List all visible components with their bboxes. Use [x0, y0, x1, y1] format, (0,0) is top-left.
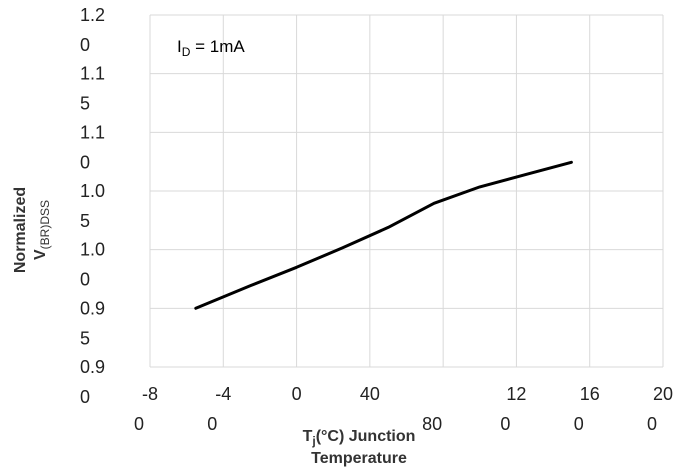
x-axis-title: Tj(°C) Junction [303, 428, 416, 448]
x-tick-label-cont: 80 [422, 414, 442, 434]
grid [149, 14, 664, 368]
x-tick-label: 0 [292, 384, 302, 404]
x-tick-label: -8 [142, 384, 158, 404]
x-axis-title-rest: (°C) Junction [316, 428, 416, 445]
x-axis-title-sub: j [311, 434, 315, 448]
y-tick-label-cont: 0 [80, 387, 90, 407]
y-tick-label-cont: 5 [80, 328, 90, 348]
annotation-sub: D [182, 45, 191, 59]
annotation-label: ID = 1mA [177, 37, 245, 59]
x-tick-label-cont: 0 [574, 414, 584, 434]
x-tick-label-cont: 0 [207, 414, 217, 434]
y-axis-title-main: V [32, 249, 49, 260]
y-axis-title-line1: Normalized [12, 187, 29, 273]
y-tick-label-cont: 0 [80, 152, 90, 172]
y-tick-label-cont: 0 [80, 35, 90, 55]
annotation-rest: = 1mA [190, 37, 245, 56]
x-tick-label-cont: 0 [647, 414, 657, 434]
y-tick-label: 1.1 [80, 122, 105, 142]
y-tick-label: 1.0 [80, 181, 105, 201]
y-tick-label: 1.0 [80, 240, 105, 260]
y-tick-label: 1.2 [80, 5, 105, 25]
y-tick-label: 0.9 [80, 298, 105, 318]
x-tick-label-cont: 0 [500, 414, 510, 434]
y-axis-title-sub: (BR)DSS [38, 200, 52, 249]
series-line [194, 160, 573, 310]
x-tick-label: 20 [653, 384, 673, 404]
x-tick-label: 12 [506, 384, 526, 404]
y-axis: 0.9 0 0.9 5 1.0 0 1.0 5 1.1 0 1.1 5 1.2 0 [80, 5, 105, 407]
plot-area [194, 160, 573, 310]
x-tick-label: 40 [360, 384, 380, 404]
y-tick-label-cont: 5 [80, 211, 90, 231]
y-tick-label: 0.9 [80, 357, 105, 377]
x-axis-title-main: T [303, 428, 313, 445]
y-tick-label: 1.1 [80, 64, 105, 84]
x-tick-label-cont: 0 [134, 414, 144, 434]
x-axis-title-line2: Temperature [311, 450, 407, 467]
y-axis-title-line2: V(BR)DSS [32, 200, 52, 260]
y-tick-label-cont: 0 [80, 270, 90, 290]
annotation-main: I [177, 37, 182, 56]
y-tick-label-cont: 5 [80, 94, 90, 114]
y-axis-title: Normalized V(BR)DSS [12, 187, 52, 273]
x-tick-label: 16 [580, 384, 600, 404]
x-tick-label: -4 [215, 384, 231, 404]
